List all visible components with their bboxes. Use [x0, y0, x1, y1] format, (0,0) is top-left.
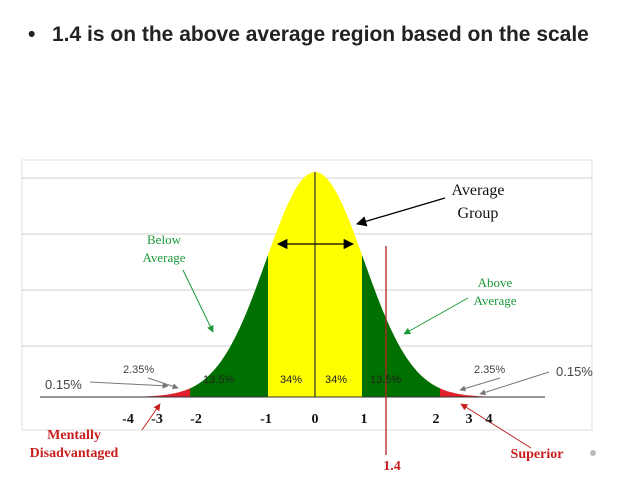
tick-label: -1	[260, 412, 272, 427]
percent-center-left: 34%	[280, 374, 302, 386]
tick-label: 4	[486, 412, 493, 427]
above-average-label-line2: Average	[473, 293, 516, 308]
mentally-disadvantaged-arrow	[141, 403, 161, 431]
average-group-label-line1: Average	[452, 182, 505, 199]
bullet-marker: •	[28, 23, 36, 46]
below-average-arrow	[182, 269, 214, 333]
tick-label: 0	[312, 412, 319, 427]
above-average-label-line1: Above	[478, 275, 513, 290]
tick-label: 3	[466, 412, 473, 427]
superior-arrow	[460, 403, 532, 449]
average-group-arrow	[356, 197, 446, 227]
tick-label: -4	[122, 412, 134, 427]
superior-label: Superior	[511, 447, 564, 462]
tick-label: -3	[151, 412, 163, 427]
tick-label: -2	[190, 412, 202, 427]
percent-band-left: 13.5%	[203, 374, 234, 386]
mentally-disadvantaged-line2: Disadvantaged	[30, 446, 119, 461]
tick-label: 1	[361, 412, 368, 427]
average-group-label-line2: Group	[458, 205, 499, 222]
right-tail-pointer	[479, 371, 550, 396]
mentally-disadvantaged-line1: Mentally	[47, 428, 101, 443]
tick-label: 2	[433, 412, 440, 427]
slide-decoration-dot	[590, 450, 596, 456]
below-average-label-line1: Below	[147, 232, 182, 247]
percent-outer-left: 0.15%	[45, 377, 82, 392]
axis-ticks: -4 -3 -2 -1 0 1 2 3 4	[122, 412, 492, 427]
percent-outer-right: 0.15%	[556, 364, 593, 379]
above-average-arrow	[403, 297, 469, 335]
percent-tail-right: 2.35%	[474, 364, 505, 376]
percent-tail-left: 2.35%	[123, 364, 154, 376]
left-tail-pointer-2	[147, 377, 179, 390]
bullet-text: 1.4 is on the above average region based…	[52, 23, 589, 46]
score-marker-label: 1.4	[383, 459, 401, 474]
right-tail-pointer-2	[459, 377, 501, 392]
percent-center-right: 34%	[325, 374, 347, 386]
percent-band-right: 13.5%	[370, 374, 401, 386]
left-tail-pointer	[89, 381, 169, 389]
below-average-label-line2: Average	[142, 250, 185, 265]
